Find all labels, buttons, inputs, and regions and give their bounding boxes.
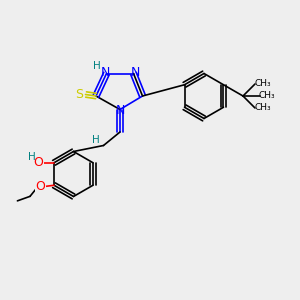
Text: H: H bbox=[92, 135, 100, 145]
Text: N: N bbox=[115, 104, 125, 117]
Text: H: H bbox=[28, 152, 35, 162]
Text: N: N bbox=[100, 66, 110, 79]
Text: N: N bbox=[130, 66, 140, 79]
Text: S: S bbox=[76, 88, 83, 101]
Text: CH₃: CH₃ bbox=[254, 103, 271, 112]
Text: O: O bbox=[35, 180, 45, 193]
Text: CH₃: CH₃ bbox=[254, 80, 271, 88]
Text: O: O bbox=[34, 156, 44, 169]
Text: H: H bbox=[93, 61, 101, 71]
Text: CH₃: CH₃ bbox=[259, 92, 275, 100]
